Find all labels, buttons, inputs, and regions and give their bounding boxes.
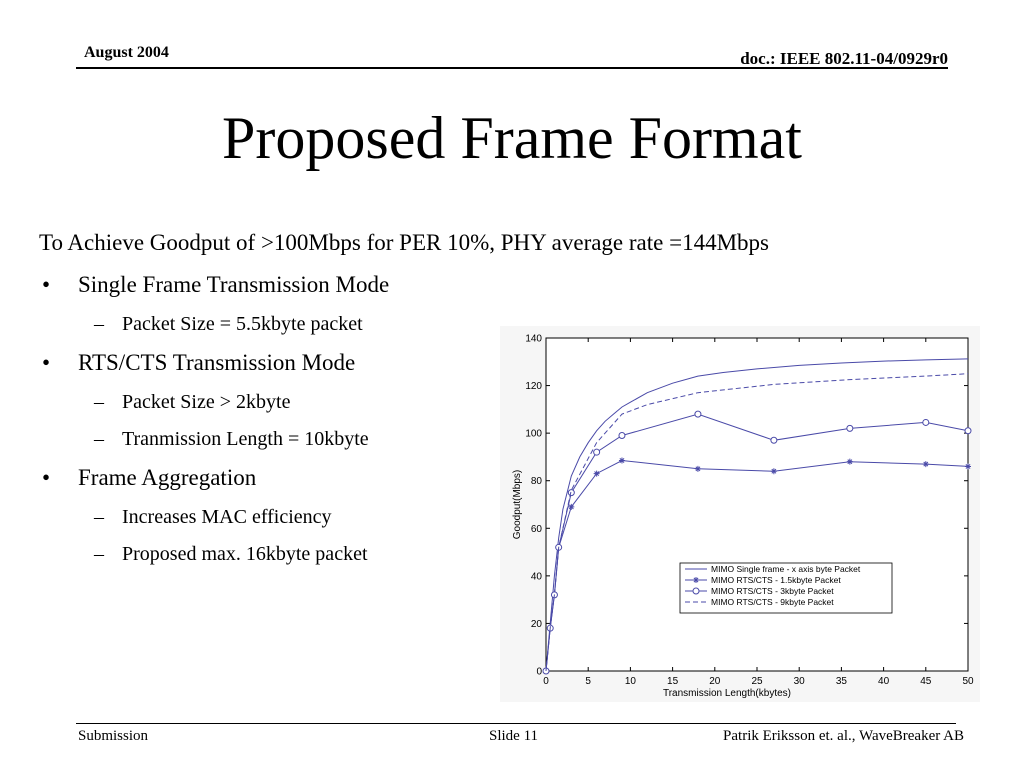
data-point <box>593 470 600 477</box>
x-tick-label: 40 <box>878 676 890 687</box>
data-point <box>694 465 701 472</box>
data-point <box>567 489 575 497</box>
legend-label: MIMO Single frame - x axis byte Packet <box>711 564 861 574</box>
legend-label: MIMO RTS/CTS - 9kbyte Packet <box>711 597 834 607</box>
x-tick-label: 10 <box>625 676 637 687</box>
series-line <box>545 373 969 672</box>
data-point <box>846 458 853 465</box>
footer-rule <box>76 723 956 724</box>
bullet-text: RTS/CTS Transmission Mode <box>78 350 356 375</box>
sub-bullet-item: – Packet Size = 5.5kbyte packet <box>94 313 363 336</box>
y-tick-label: 140 <box>525 334 542 345</box>
header-date: August 2004 <box>84 44 169 61</box>
bullet-glyph: • <box>42 465 51 490</box>
series-line <box>545 413 969 672</box>
bullet-item: • Single Frame Transmission Mode <box>42 272 389 298</box>
data-point <box>964 427 972 435</box>
intro-line: To Achieve Goodput of >100Mbps for PER 1… <box>39 230 769 255</box>
header-doc-id: doc.: IEEE 802.11-04/0929r0 <box>740 49 948 68</box>
bullet-glyph: • <box>42 350 51 375</box>
x-tick-label: 45 <box>920 676 932 687</box>
data-point <box>618 432 626 440</box>
x-tick-label: 25 <box>751 676 763 687</box>
legend-box <box>679 562 893 614</box>
legend-label: MIMO RTS/CTS - 1.5kbyte Packet <box>711 575 841 585</box>
dash-glyph: – <box>94 543 104 565</box>
y-tick-label: 100 <box>525 429 542 440</box>
x-tick-label: 0 <box>543 676 549 687</box>
data-point <box>593 448 601 456</box>
y-axis-label: Goodput(Mbps) <box>512 470 523 539</box>
footer-left: Submission <box>78 728 149 744</box>
sub-bullet-text: Tranmission Length = 10kbyte <box>122 428 369 450</box>
series-line <box>545 358 969 672</box>
legend-marker <box>692 587 700 595</box>
x-tick-label: 50 <box>962 676 974 687</box>
sub-bullet-text: Increases MAC efficiency <box>122 506 332 528</box>
bullet-item: • Frame Aggregation <box>42 465 256 491</box>
sub-bullet-text: Packet Size > 2kbyte <box>122 391 291 413</box>
bullet-text: Single Frame Transmission Mode <box>78 272 390 297</box>
y-tick-label: 120 <box>525 381 542 392</box>
plot-area <box>545 337 969 672</box>
x-tick-label: 5 <box>585 676 591 687</box>
series-3 <box>542 410 972 675</box>
sub-bullet-text: Packet Size = 5.5kbyte packet <box>122 313 363 335</box>
data-point <box>694 410 702 418</box>
data-point <box>922 461 929 468</box>
data-point <box>770 468 777 475</box>
legend-label: MIMO RTS/CTS - 3kbyte Packet <box>711 586 834 596</box>
bullet-glyph: • <box>42 272 51 297</box>
dash-glyph: – <box>94 391 104 413</box>
y-tick-label: 20 <box>531 619 543 630</box>
x-axis-label: Transmission Length(kbytes) <box>663 688 791 699</box>
x-tick-label: 20 <box>709 676 721 687</box>
sub-bullet-item: – Increases MAC efficiency <box>94 506 332 529</box>
data-point <box>568 503 575 510</box>
y-tick-label: 0 <box>536 667 542 678</box>
dash-glyph: – <box>94 428 104 450</box>
data-point <box>618 457 625 464</box>
legend: MIMO Single frame - x axis byte PacketMI… <box>679 562 893 614</box>
y-tick-label: 60 <box>531 524 543 535</box>
y-tick-label: 80 <box>531 476 543 487</box>
bullet-text: Frame Aggregation <box>78 465 257 490</box>
chart-svg: 0 5 10 15 20 25 30 35 40 45 50 0 20 40 60 80 100 120 140 Tr… <box>512 334 974 700</box>
header-rule <box>76 67 948 69</box>
sub-bullet-item: – Packet Size > 2kbyte <box>94 391 290 414</box>
dash-glyph: – <box>94 506 104 528</box>
series-4 <box>545 373 969 672</box>
sub-bullet-text: Proposed max. 16kbyte packet <box>122 543 368 565</box>
data-point <box>770 436 778 444</box>
dash-glyph: – <box>94 313 104 335</box>
x-tick-label: 30 <box>794 676 806 687</box>
y-tick-label: 40 <box>531 571 543 582</box>
x-tick-label: 15 <box>667 676 679 687</box>
slide-title: Proposed Frame Format <box>222 105 802 171</box>
sub-bullet-item: – Tranmission Length = 10kbyte <box>94 428 369 451</box>
bullet-item: • RTS/CTS Transmission Mode <box>42 350 355 376</box>
footer-author: Patrik Eriksson et. al., WaveBreaker AB <box>723 728 964 744</box>
series-1 <box>545 358 969 672</box>
goodput-chart: 0 5 10 15 20 25 30 35 40 45 50 0 20 40 60 80 100 120 140 Tr… <box>500 326 980 702</box>
footer-slide-number: Slide 11 <box>489 728 539 744</box>
data-point <box>965 463 971 470</box>
legend-marker <box>693 577 699 583</box>
x-tick-label: 35 <box>836 676 848 687</box>
sub-bullet-item: – Proposed max. 16kbyte packet <box>94 543 368 566</box>
data-point <box>922 418 930 426</box>
data-point <box>846 424 854 432</box>
